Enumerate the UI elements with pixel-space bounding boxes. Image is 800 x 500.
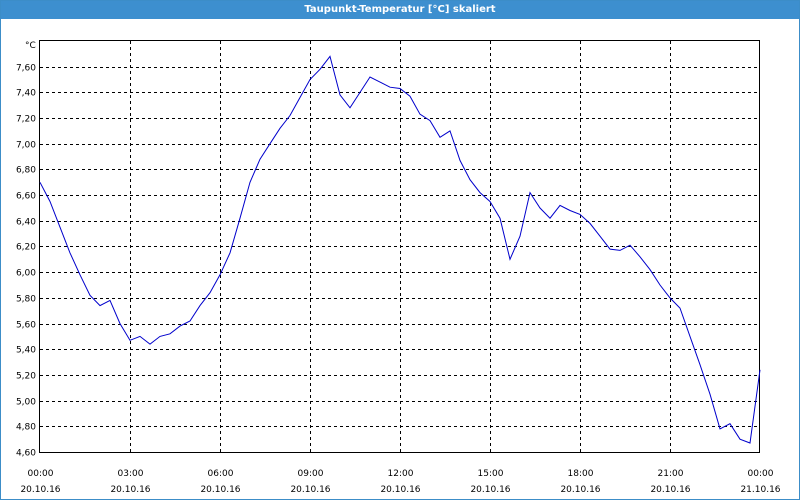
y-tick-label: 6,40 — [16, 218, 36, 228]
temperature-line — [39, 55, 761, 444]
x-tick-time: 09:00 — [298, 469, 324, 479]
x-tick-time: 06:00 — [208, 469, 234, 479]
y-axis-unit: °C — [25, 41, 36, 51]
x-tick-date: 20.10.16 — [290, 485, 330, 495]
y-tick-label: 5,00 — [16, 398, 36, 408]
y-tick-label: 4,80 — [16, 423, 36, 433]
y-tick-label: 7,00 — [16, 141, 36, 151]
chart-title: Taupunkt-Temperatur [°C] skaliert — [1, 1, 799, 19]
y-tick-label: 5,60 — [16, 321, 36, 331]
y-tick-label: 5,80 — [16, 295, 36, 305]
grid-lines — [40, 41, 760, 453]
x-tick-date: 20.10.16 — [20, 485, 60, 495]
x-tick-date: 20.10.16 — [380, 485, 420, 495]
x-tick-date: 20.10.16 — [110, 485, 150, 495]
y-tick-label: 6,80 — [16, 166, 36, 176]
y-tick-label: 6,00 — [16, 269, 36, 279]
y-tick-label: 7,20 — [16, 115, 36, 125]
y-axis-ticks: 7,60 7,40 7,20 7,00 6,80 6,60 6,40 6,20 6,00 5,80… — [16, 64, 36, 459]
plot-frame — [39, 40, 760, 453]
y-tick-label: 7,40 — [16, 89, 36, 99]
y-tick-label: 6,20 — [16, 243, 36, 253]
y-tick-label: 7,60 — [16, 64, 36, 74]
x-tick-time: 21:00 — [658, 469, 684, 479]
x-tick-date: 20.10.16 — [200, 485, 240, 495]
x-tick-date: 20.10.16 — [560, 485, 600, 495]
x-tick-date: 20.10.16 — [470, 485, 510, 495]
y-tick-label: 4,60 — [16, 449, 36, 459]
x-tick-date: 21.10.16 — [740, 485, 780, 495]
x-tick-time: 00:00 — [28, 469, 54, 479]
x-tick-date: 20.10.16 — [650, 485, 690, 495]
y-tick-label: 6,60 — [16, 192, 36, 202]
y-tick-label: 5,40 — [16, 346, 36, 356]
x-tick-time: 00:00 — [748, 469, 774, 479]
x-tick-time: 15:00 — [478, 469, 504, 479]
x-tick-time: 18:00 — [568, 469, 594, 479]
x-tick-time: 12:00 — [388, 469, 414, 479]
x-axis-ticks: 00:00 20.10.16 03:00 20.10.16 06:00 20.10.16 0… — [20, 469, 780, 495]
x-tick-time: 03:00 — [118, 469, 144, 479]
y-tick-label: 5,20 — [16, 372, 36, 382]
